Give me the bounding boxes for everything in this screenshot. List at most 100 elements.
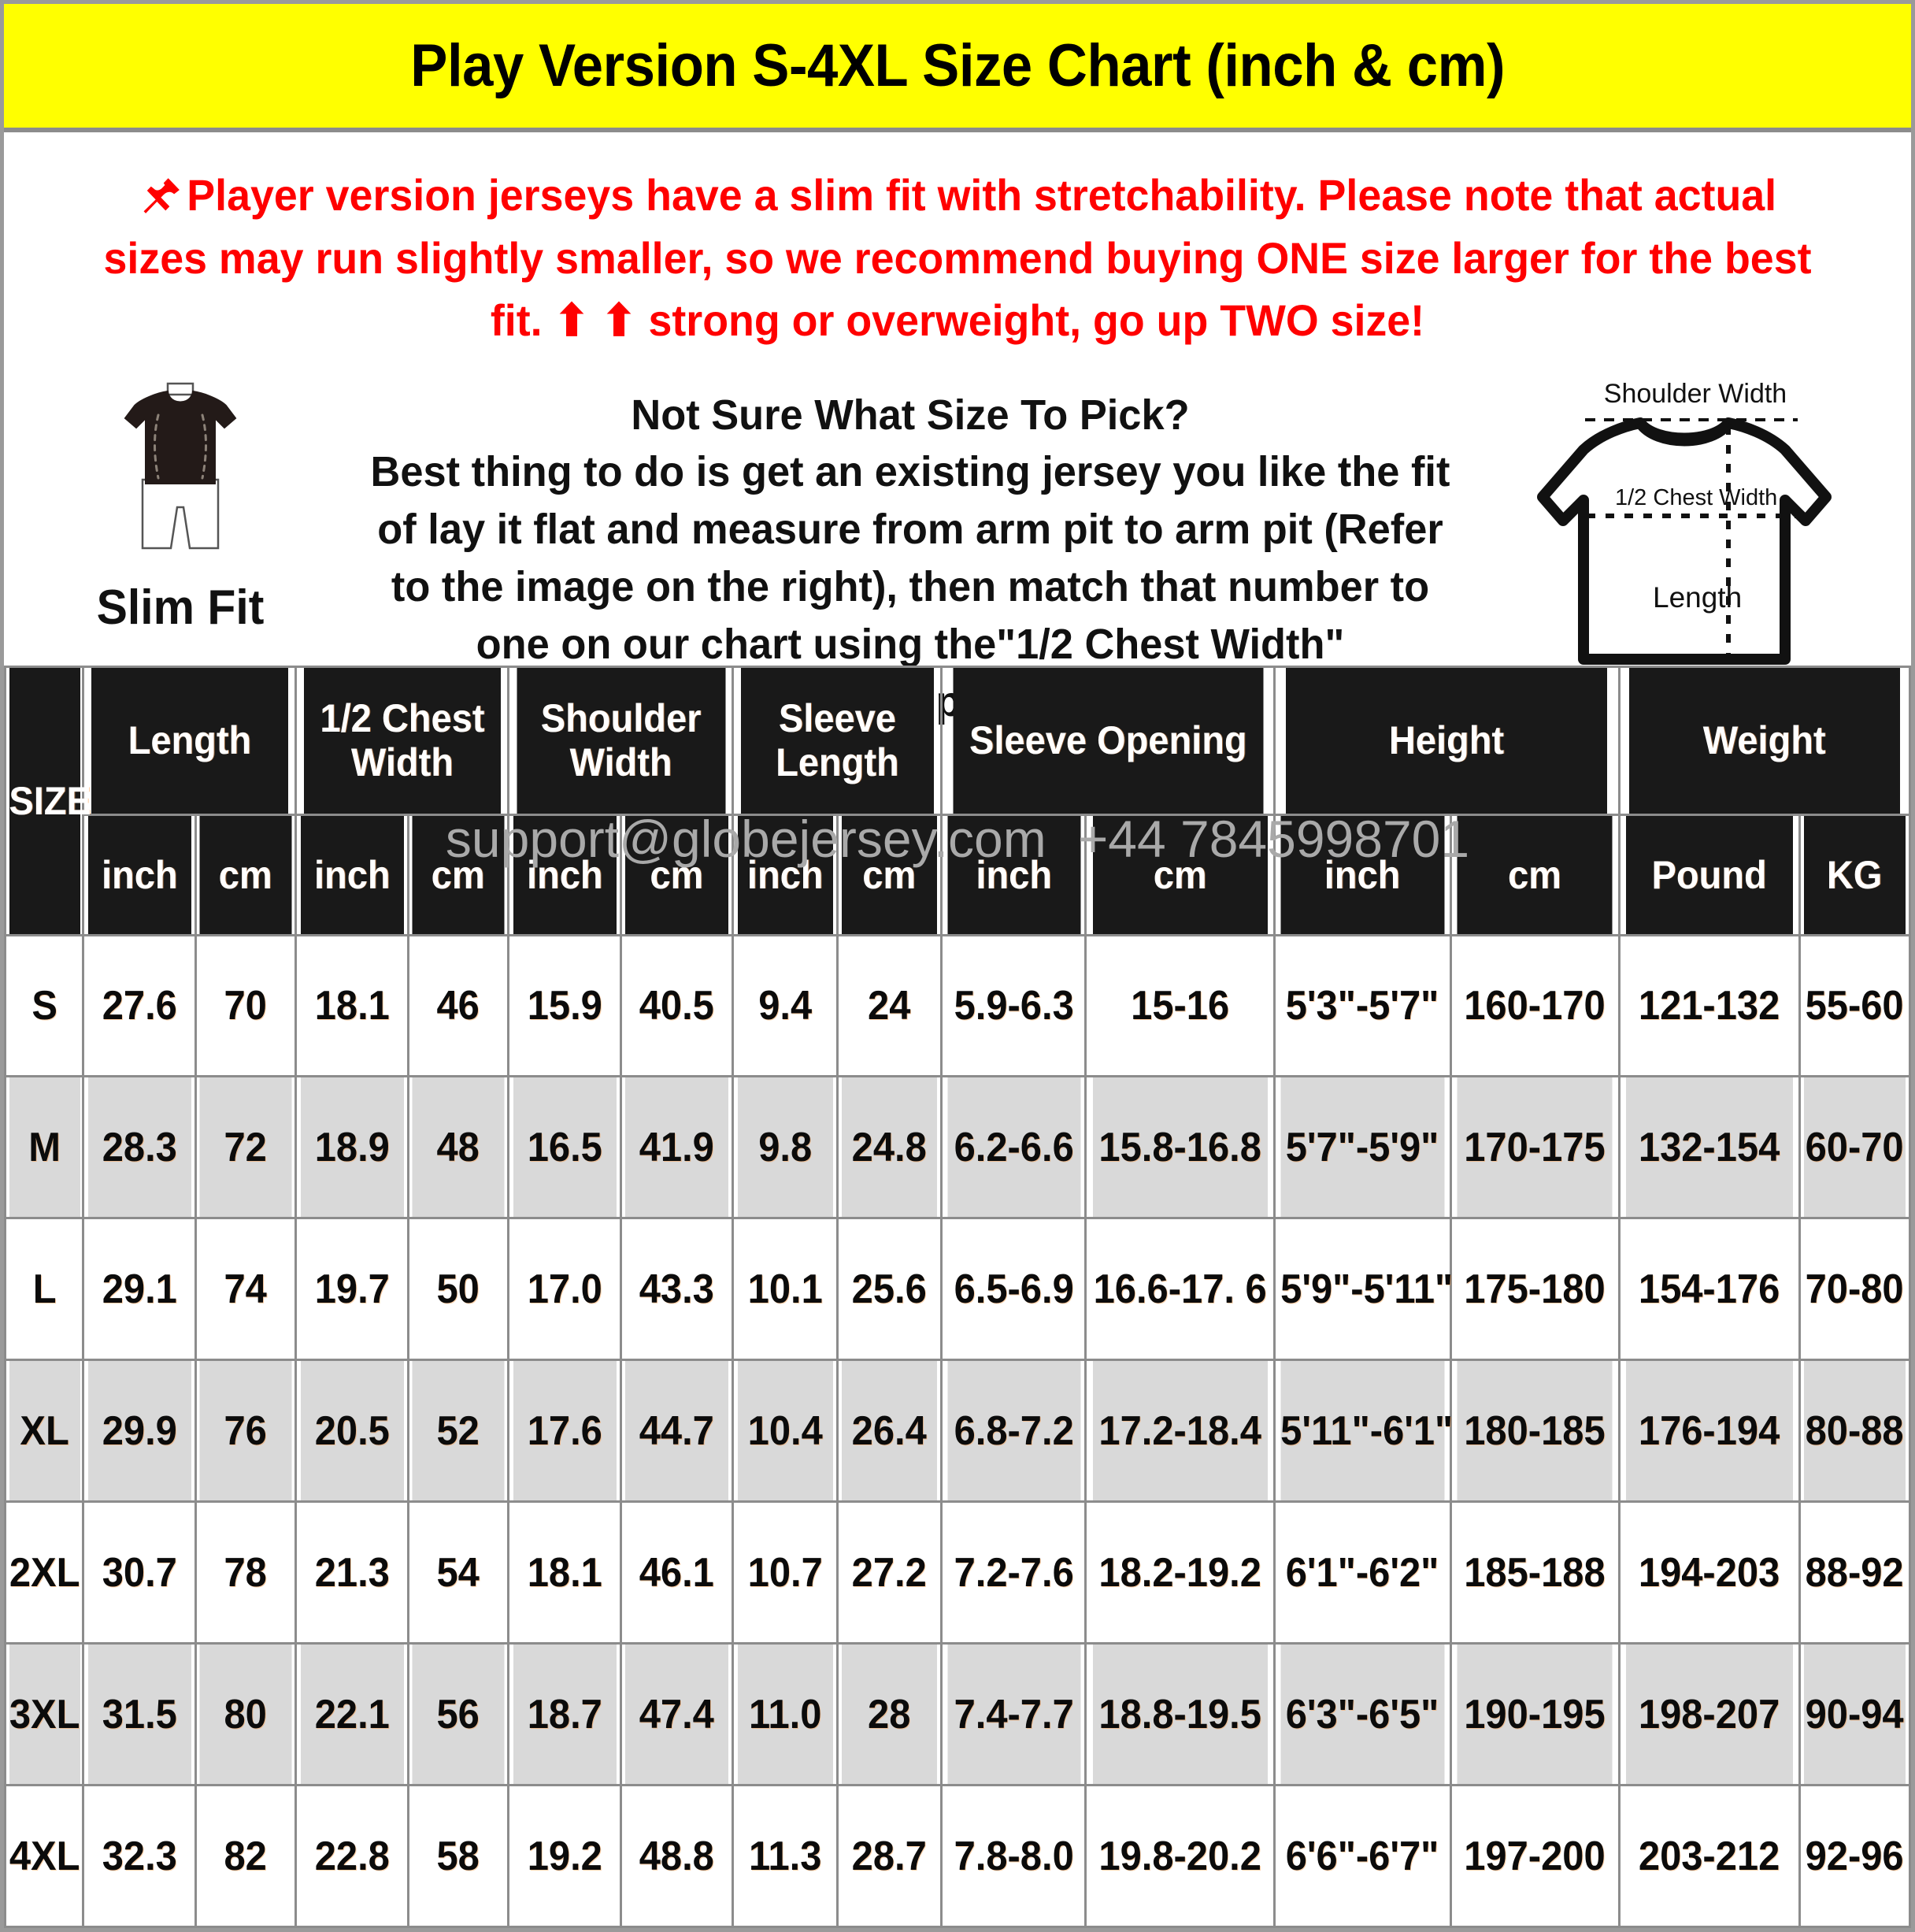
table-cell: 10.7 — [735, 1500, 835, 1645]
table-cell: 24 — [839, 933, 939, 1078]
table-cell: 5'3"-5'7" — [1278, 933, 1446, 1078]
header-unit-sleeveopen-cm: cm — [1090, 813, 1270, 936]
header-unit-shoulder-inch: inch — [510, 813, 619, 936]
shoulder-width-label: Shoulder Width — [1604, 379, 1787, 409]
table-cell: 154-176 — [1623, 1217, 1795, 1362]
table-cell: 48.8 — [622, 1784, 731, 1928]
table-cell: 72 — [197, 1075, 294, 1220]
header-unit-chest-inch: inch — [298, 813, 406, 936]
row-size-label: 3XL — [6, 1642, 83, 1787]
table-cell: 18.1 — [298, 933, 406, 1078]
table-cell: 170-175 — [1454, 1075, 1616, 1220]
table-row: S 27.6 70 18.1 46 15.9 40.5 9.4 24 5.9-6.3 15-16 5'… — [6, 933, 1910, 1078]
table-cell: 15-16 — [1090, 933, 1270, 1078]
howto-body: Best thing to do is get an existing jers… — [370, 448, 1450, 725]
table-cell: 5'9"-5'11" — [1278, 1217, 1453, 1362]
notice-text: Player version jerseys have a slim fit w… — [103, 170, 1812, 346]
table-cell: 6'3"-6'5" — [1278, 1642, 1446, 1787]
header-unit-height-inch: inch — [1278, 813, 1446, 936]
header-size: SIZE — [6, 665, 91, 936]
header-group-weight: Weight — [1626, 665, 1902, 816]
table-row: 4XL 32.3 82 22.8 58 19.2 48.8 11.3 28.7 7.8-8.0 19… — [6, 1784, 1910, 1928]
header-unit-weight-pound: Pound — [1623, 813, 1795, 936]
row-size-label: XL — [6, 1359, 83, 1504]
header-unit-sleeveopen-inch: inch — [944, 813, 1083, 936]
table-cell: 32.3 — [85, 1784, 194, 1928]
table-cell: 70-80 — [1802, 1217, 1908, 1362]
table-cell: 19.2 — [510, 1784, 619, 1928]
header-unit-sleevelen-inch: inch — [735, 813, 835, 936]
row-size-label: 4XL — [6, 1784, 83, 1928]
header-group-half-chest-width: 1/2 Chest Width — [301, 665, 503, 816]
table-cell: 28 — [839, 1642, 939, 1787]
table-cell: 18.1 — [510, 1500, 619, 1645]
table-cell: 47.4 — [622, 1642, 731, 1787]
page-title: Play Version S-4XL Size Chart (inch & cm… — [410, 32, 1505, 99]
table-cell: 22.1 — [298, 1642, 406, 1787]
header-unit-length-inch: inch — [85, 813, 194, 936]
table-cell: 74 — [197, 1217, 294, 1362]
table-cell: 28.3 — [85, 1075, 194, 1220]
slim-fit-outfit-icon — [102, 379, 259, 572]
title-band: Play Version S-4XL Size Chart (inch & cm… — [4, 4, 1911, 132]
table-cell: 18.2-19.2 — [1090, 1500, 1270, 1645]
slim-fit-label: Slim Fit — [96, 580, 265, 635]
table-cell: 16.5 — [510, 1075, 619, 1220]
table-cell: 21.3 — [298, 1500, 406, 1645]
table-cell: 20.5 — [298, 1359, 406, 1504]
table-cell: 25.6 — [839, 1217, 939, 1362]
length-label: Length — [1653, 581, 1742, 614]
table-cell: 43.3 — [622, 1217, 731, 1362]
table-cell: 6.8-7.2 — [944, 1359, 1083, 1504]
table-cell: 29.1 — [85, 1217, 194, 1362]
table-cell: 6.2-6.6 — [944, 1075, 1083, 1220]
info-section: Slim Fit Not Sure What Size To Pick? Bes… — [4, 357, 1911, 725]
table-cell: 11.0 — [735, 1642, 835, 1787]
table-cell: 203-212 — [1623, 1784, 1795, 1928]
table-row: 3XL 31.5 80 22.1 56 18.7 47.4 11.0 28 7.4-7.7 18.8… — [6, 1642, 1910, 1787]
table-cell: 7.2-7.6 — [944, 1500, 1083, 1645]
table-cell: 15.9 — [510, 933, 619, 1078]
table-body: S 27.6 70 18.1 46 15.9 40.5 9.4 24 5.9-6.3 15-16 5'… — [6, 933, 1910, 1928]
tshirt-measure-diagram: Shoulder Width 1/2 Chest Width Length — [1483, 365, 1892, 678]
table-cell: 10.4 — [735, 1359, 835, 1504]
table-cell: 27.2 — [839, 1500, 939, 1645]
table-cell: 5'7"-5'9" — [1278, 1075, 1446, 1220]
table-cell: 132-154 — [1623, 1075, 1795, 1220]
table-cell: 56 — [409, 1642, 507, 1787]
table-cell: 160-170 — [1454, 933, 1616, 1078]
table-cell: 175-180 — [1454, 1217, 1616, 1362]
table-cell: 176-194 — [1623, 1359, 1795, 1504]
table-cell: 29.9 — [85, 1359, 194, 1504]
header-group-height: Height — [1283, 665, 1610, 816]
table-cell: 80-88 — [1802, 1359, 1908, 1504]
table-cell: 30.7 — [85, 1500, 194, 1645]
table-cell: 18.8-19.5 — [1090, 1642, 1270, 1787]
table-cell: 48 — [409, 1075, 507, 1220]
table-cell: 80 — [197, 1642, 294, 1787]
table-cell: 185-188 — [1454, 1500, 1616, 1645]
table-cell: 5'11"-6'1" — [1278, 1359, 1453, 1504]
table-cell: 58 — [409, 1784, 507, 1928]
header-unit-shoulder-cm: cm — [622, 813, 731, 936]
table-cell: 82 — [197, 1784, 294, 1928]
table-cell: 31.5 — [85, 1642, 194, 1787]
table-cell: 18.7 — [510, 1642, 619, 1787]
table-cell: 88-92 — [1802, 1500, 1908, 1645]
table-cell: 10.1 — [735, 1217, 835, 1362]
notice-text-block: Player version jerseys have a slim fit w… — [42, 132, 1872, 357]
table-cell: 6'6"-6'7" — [1278, 1784, 1446, 1928]
half-chest-width-label: 1/2 Chest Width — [1615, 485, 1777, 510]
header-unit-length-cm: cm — [197, 813, 294, 936]
table-cell: 27.6 — [85, 933, 194, 1078]
table-cell: 54 — [409, 1500, 507, 1645]
table-cell: 194-203 — [1623, 1500, 1795, 1645]
table-header: SIZE Length 1/2 Chest Width Shoulder Wid… — [6, 665, 1910, 936]
size-table-container: support@globejersey.com +44 7845998701 S… — [4, 665, 1911, 1928]
table-cell: 52 — [409, 1359, 507, 1504]
table-cell: 198-207 — [1623, 1642, 1795, 1787]
table-cell: 15.8-16.8 — [1090, 1075, 1270, 1220]
table-cell: 11.3 — [735, 1784, 835, 1928]
table-cell: 40.5 — [622, 933, 731, 1078]
